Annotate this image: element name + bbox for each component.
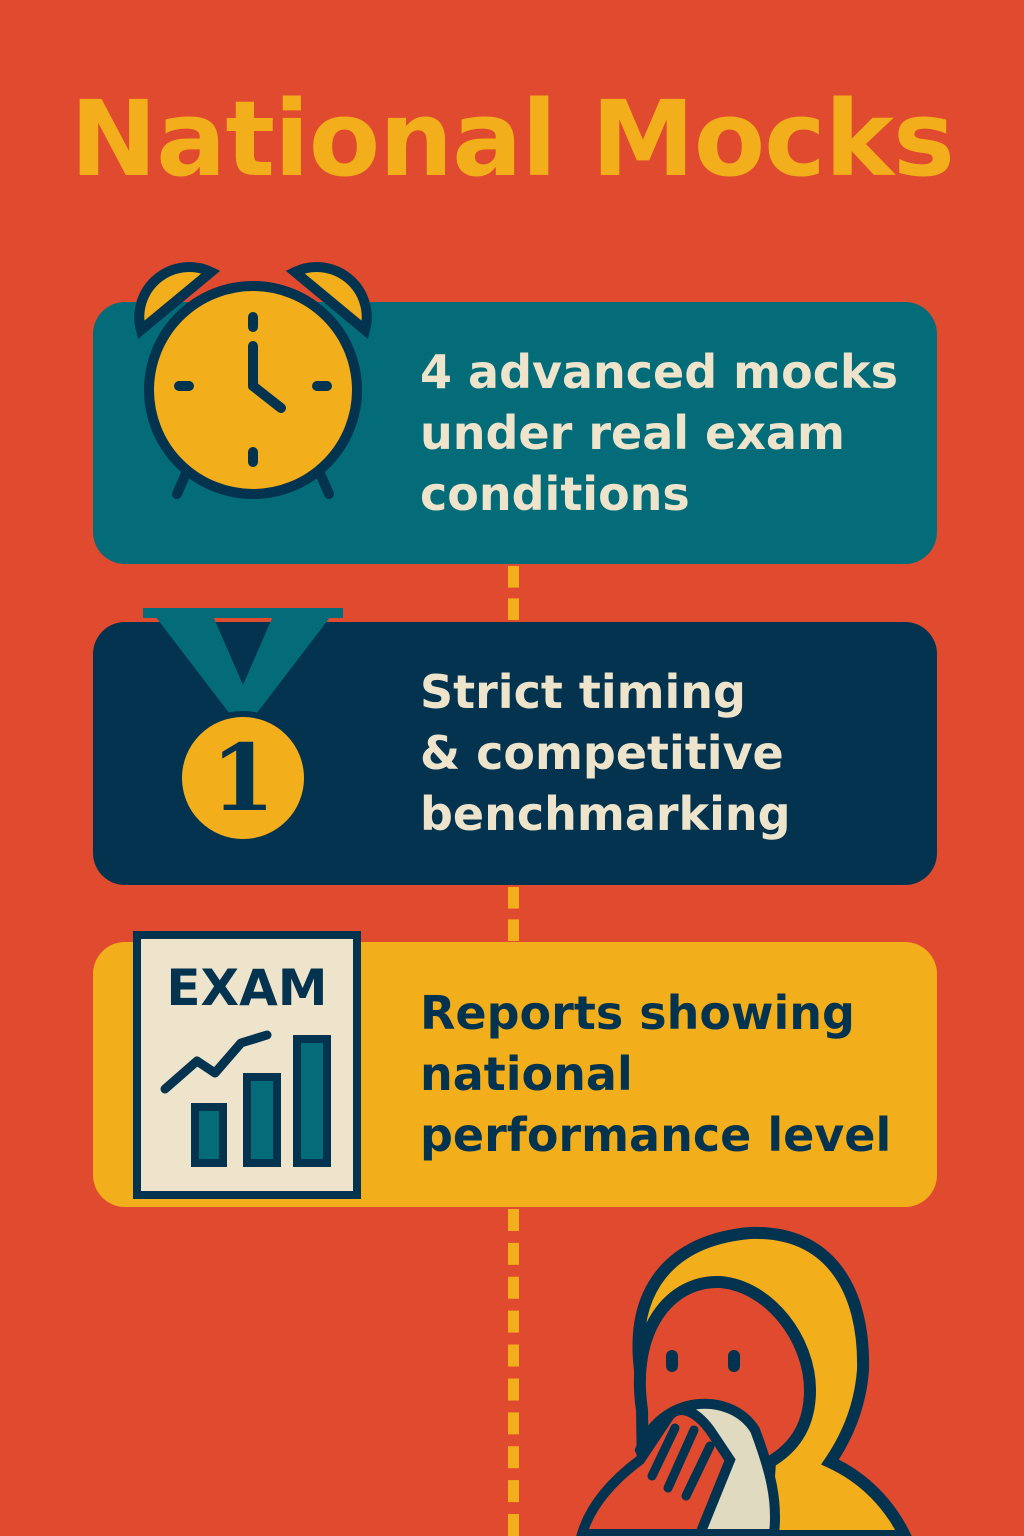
medal-number: 1 (211, 724, 275, 832)
card-line: Reports showing (420, 986, 855, 1040)
connector-line (508, 1209, 519, 1536)
exam-report-icon: EXAM (133, 931, 361, 1199)
card-line: 4 advanced mocks (420, 344, 898, 399)
exam-label: EXAM (166, 959, 327, 1017)
card-text: Strict timing & competitive benchmarking (420, 622, 791, 885)
medal-icon: 1 (143, 608, 343, 845)
connector-line (508, 887, 519, 941)
alarm-clock-icon (134, 262, 372, 499)
card-line: conditions (420, 466, 690, 521)
connector-line (508, 566, 519, 620)
card-line: Strict timing (420, 665, 746, 719)
card-line: benchmarking (420, 787, 791, 841)
hooded-person-icon (576, 1226, 912, 1536)
card-line: national (420, 1047, 633, 1101)
page-title: National Mocks (70, 78, 955, 200)
card-text: 4 advanced mocks under real exam conditi… (420, 302, 898, 564)
card-text: Reports showing national performance lev… (420, 942, 891, 1207)
card-line: performance level (420, 1108, 892, 1162)
card-line: under real exam (420, 405, 845, 460)
card-line: & competitive (420, 726, 784, 780)
